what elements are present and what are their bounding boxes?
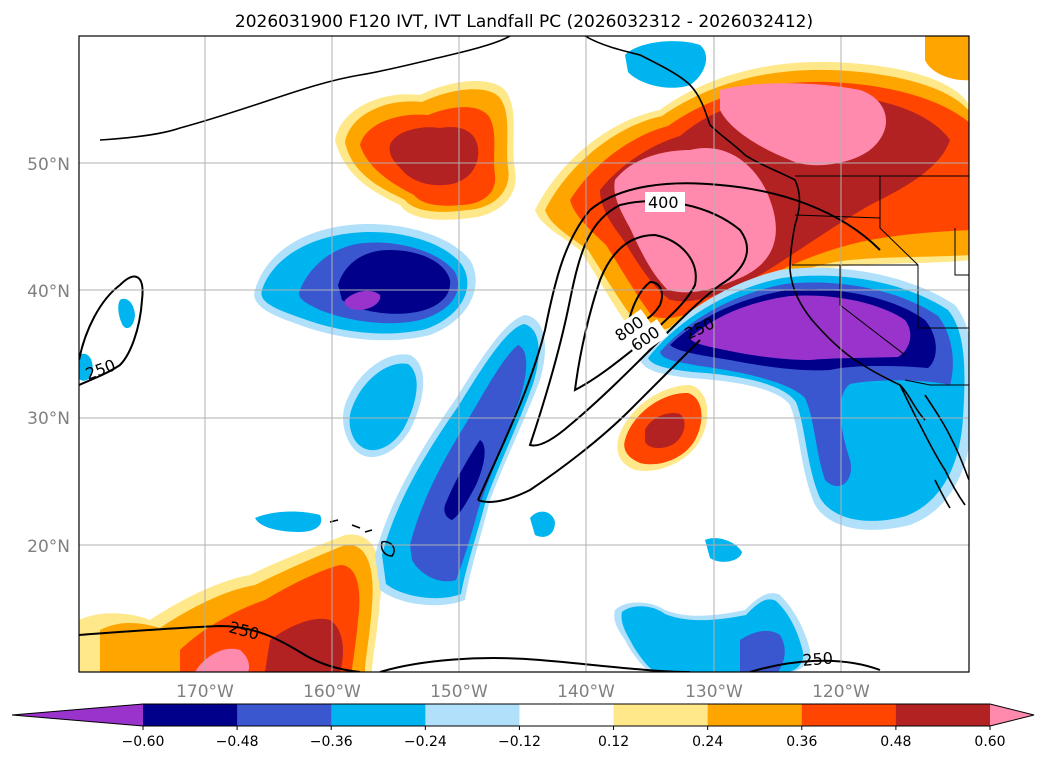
contour-label-bg — [625, 319, 669, 358]
coastline-california — [789, 269, 926, 421]
ivt-contour-250-west — [79, 275, 144, 386]
ivt-contour-250 — [477, 182, 881, 501]
lon-label: 120°W — [812, 682, 870, 702]
negative-region-patch-f — [625, 41, 707, 88]
island — [329, 519, 339, 523]
coastline-bc-pnw — [709, 124, 801, 271]
colorbar-tick-label: −0.24 — [404, 734, 447, 750]
colorbar-segment — [143, 704, 238, 726]
contour-label-400: 400 — [648, 193, 679, 212]
positive-region-subtropic-48 — [645, 412, 685, 449]
negative-region-band-48 — [444, 440, 485, 520]
colorbar-segment — [895, 704, 991, 726]
contour-label-bg — [609, 309, 653, 348]
colorbar-segment — [707, 704, 803, 726]
lat-label: 50°N — [27, 155, 70, 175]
contour-label-250-southeast: 250 — [802, 648, 834, 670]
colorbar-tick-label: 0.24 — [692, 734, 723, 750]
coastline-alaska — [99, 36, 511, 141]
latitude-labels: 50°N 40°N 30°N 20°N — [27, 155, 70, 557]
longitude-labels: 170°W 160°W 150°W 140°W 130°W 120°W — [176, 682, 870, 702]
lat-label: 30°N — [27, 409, 70, 429]
lon-label: 160°W — [303, 682, 361, 702]
colorbar-extend-low — [12, 704, 143, 726]
positive-region-central-48 — [389, 126, 479, 186]
negative-region-patch-b — [255, 511, 322, 532]
coastlines — [99, 36, 969, 509]
boundaries — [792, 175, 969, 386]
ivt-contour-250-south — [79, 624, 361, 672]
colorbar-segment — [331, 704, 426, 726]
colorbar: −0.60 −0.48 −0.36 −0.24 −0.12 0.12 0.24 0.36 0.4… — [11, 703, 1035, 750]
positive-region-southwest-60 — [195, 648, 250, 672]
coastline-mainland-mexico — [934, 479, 951, 509]
positive-region-northeast — [925, 36, 969, 81]
ivt-contour-250-southeast2 — [749, 659, 881, 672]
negative-region-patch-d — [118, 298, 135, 329]
colorbar-tick-label: 0.36 — [786, 734, 817, 750]
map-frame — [78, 35, 970, 673]
island — [351, 524, 361, 529]
colorbar-segment — [425, 704, 520, 726]
plot-title: 2026031900 F120 IVT, IVT Landfall PC (20… — [235, 12, 813, 32]
colorbar-segment — [613, 704, 709, 726]
lat-label: 40°N — [27, 282, 70, 302]
lon-label: 170°W — [176, 682, 234, 702]
colorbar-tick-label: 0.12 — [598, 734, 629, 750]
ivt-contour-400 — [528, 200, 749, 447]
coastline-baja — [899, 384, 966, 506]
state-border-id — [879, 176, 969, 329]
negative-region-patch-c — [530, 511, 555, 537]
colorbar-tick-label: −0.36 — [310, 734, 353, 750]
contour-label-bg — [645, 192, 685, 212]
lon-label: 150°W — [430, 682, 488, 702]
hawaii-islands — [329, 519, 395, 557]
state-border-nv-ut — [954, 228, 969, 276]
negative-region-south-36 — [740, 630, 785, 672]
lat-label: 20°N — [27, 537, 70, 557]
negative-region-patch-a-24 — [349, 363, 417, 451]
gridlines — [79, 36, 969, 672]
map-panel: 400 800 600 250 250 250 250 — [78, 35, 970, 673]
negative-region-california-60 — [690, 295, 911, 360]
island — [364, 529, 373, 533]
colorbar-extend-high — [990, 704, 1034, 726]
border-us-mexico — [904, 379, 969, 386]
colorbar-tick-label: 0.60 — [974, 734, 1005, 750]
island-big — [380, 540, 395, 557]
lon-label: 140°W — [557, 682, 615, 702]
ivt-contours — [79, 182, 881, 672]
shaded-fields — [79, 36, 969, 672]
lon-label: 130°W — [685, 682, 743, 702]
ivt-contour-250-loop — [477, 339, 701, 503]
colorbar-segment — [801, 704, 897, 726]
colorbar-tick-label: −0.12 — [498, 734, 541, 750]
positive-region-southwest-48 — [265, 618, 343, 672]
state-border-wa-or — [794, 214, 881, 219]
colorbar-tick-label: −0.48 — [216, 734, 259, 750]
ivt-contour-250-southeast — [379, 657, 691, 672]
coastline-alaska-gulf — [584, 36, 711, 126]
negative-region-patch-e — [79, 353, 93, 381]
state-border-ca-nv — [839, 265, 906, 356]
negative-region-west-60 — [344, 290, 381, 310]
coastline-gulf-california — [924, 394, 969, 481]
colorbar-segment — [237, 704, 332, 726]
colorbar-segment — [519, 704, 615, 726]
colorbar-tick-label: 0.48 — [880, 734, 911, 750]
colorbar-tick-label: −0.60 — [122, 734, 165, 750]
